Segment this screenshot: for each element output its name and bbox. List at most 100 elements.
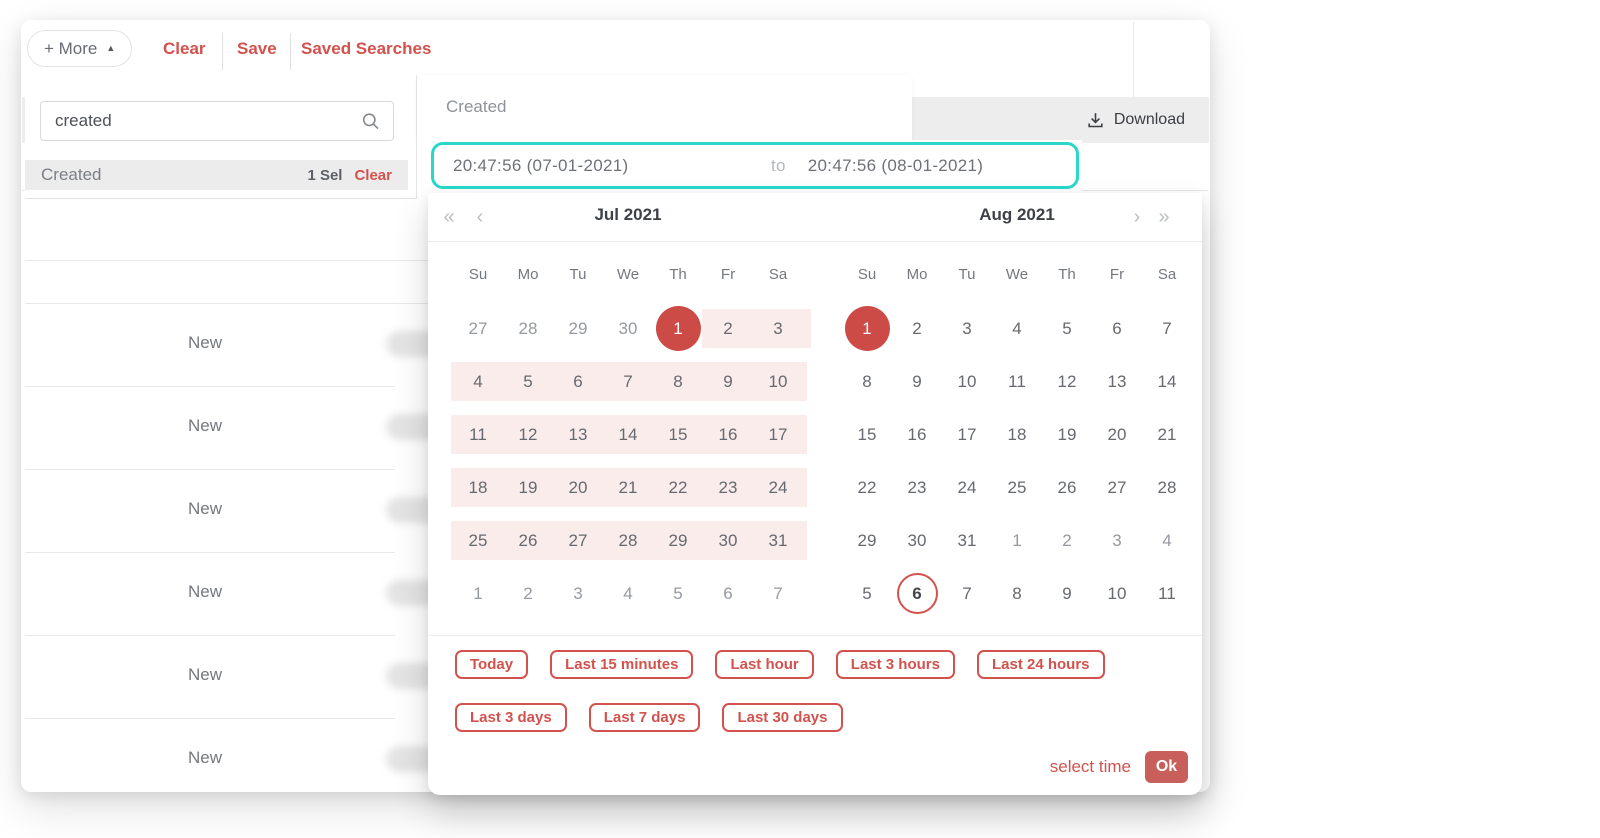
quick-range-today[interactable]: Today	[455, 650, 529, 679]
calendar-day[interactable]: 27	[1107, 477, 1127, 497]
prev-year-button[interactable]: «	[443, 206, 455, 228]
calendar-day[interactable]: 11	[1008, 371, 1026, 391]
range-end-input[interactable]: 20:47:56 (08-01-2021)	[807, 155, 984, 175]
calendar-day[interactable]: 3	[773, 318, 783, 338]
calendar-day[interactable]: 7	[623, 371, 633, 391]
calendar-day[interactable]: 8	[1012, 583, 1022, 603]
calendar-day[interactable]: 5	[523, 371, 533, 391]
table-row[interactable]: New	[187, 665, 222, 684]
filter-clear-link[interactable]: Clear	[354, 166, 392, 184]
search-input[interactable]: created	[40, 101, 394, 141]
calendar-day[interactable]: 26	[518, 530, 538, 550]
calendar-day[interactable]: 19	[518, 477, 538, 497]
calendar-day[interactable]: 2	[912, 318, 922, 338]
calendar-day[interactable]: 1	[1012, 530, 1022, 550]
date-range-input[interactable]: 20:47:56 (07-01-2021) to 20:47:56 (08-01…	[431, 142, 1079, 189]
quick-range-last-24-hours[interactable]: Last 24 hours	[976, 650, 1105, 679]
calendar-day[interactable]: 4	[623, 583, 633, 603]
calendar-day[interactable]: 6	[892, 567, 942, 620]
calendar-day[interactable]: 30	[907, 530, 927, 550]
quick-range-last-3-hours[interactable]: Last 3 hours	[835, 650, 955, 679]
calendar-day[interactable]: 3	[573, 583, 583, 603]
calendar-day[interactable]: 1	[473, 583, 483, 603]
calendar-day[interactable]: 2	[523, 583, 533, 603]
saved-searches-link[interactable]: Saved Searches	[301, 39, 432, 58]
calendar-day[interactable]: 7	[962, 583, 972, 603]
save-link[interactable]: Save	[237, 39, 277, 58]
calendar-day[interactable]: 17	[957, 424, 977, 444]
calendar-day[interactable]: 28	[1157, 477, 1177, 497]
calendar-day[interactable]: 28	[618, 530, 638, 550]
prev-month-button[interactable]: ‹	[476, 206, 484, 228]
calendar-day[interactable]: 23	[718, 477, 738, 497]
calendar-day[interactable]: 6	[573, 371, 583, 391]
calendar-day[interactable]: 12	[518, 424, 538, 444]
calendar-day[interactable]: 8	[862, 371, 872, 391]
calendar-day[interactable]: 18	[468, 477, 488, 497]
calendar-day[interactable]: 2	[1062, 530, 1072, 550]
calendar-day[interactable]: 6	[1112, 318, 1122, 338]
table-row[interactable]: New	[187, 582, 222, 601]
calendar-day[interactable]: 6	[723, 583, 733, 603]
next-year-button[interactable]: »	[1158, 206, 1170, 228]
calendar-day[interactable]: 10	[768, 371, 788, 391]
calendar-day[interactable]: 18	[1007, 424, 1027, 444]
calendar-day[interactable]: 17	[768, 424, 788, 444]
calendar-day[interactable]: 3	[1112, 530, 1122, 550]
quick-range-last-hour[interactable]: Last hour	[715, 650, 814, 679]
calendar-day[interactable]: 13	[568, 424, 588, 444]
calendar-day[interactable]: 11	[469, 424, 487, 444]
calendar-day[interactable]: 4	[1012, 318, 1022, 338]
table-row[interactable]: New	[187, 499, 222, 518]
table-row[interactable]: New	[187, 333, 222, 352]
calendar-day[interactable]: 4	[1162, 530, 1172, 550]
clear-link[interactable]: Clear	[163, 39, 206, 58]
calendar-day[interactable]: 14	[1157, 371, 1177, 391]
quick-range-last-7-days[interactable]: Last 7 days	[588, 703, 701, 732]
calendar-day[interactable]: 7	[1162, 318, 1172, 338]
filter-item-created[interactable]: Created 1 Sel Clear	[25, 160, 408, 190]
calendar-day[interactable]: 15	[668, 424, 688, 444]
calendar-day[interactable]: 23	[907, 477, 927, 497]
calendar-day[interactable]: 3	[962, 318, 972, 338]
calendar-day[interactable]: 31	[957, 530, 977, 550]
calendar-day[interactable]: 2	[723, 318, 733, 338]
calendar-day[interactable]: 20	[1107, 424, 1127, 444]
calendar-day[interactable]: 31	[768, 530, 788, 550]
calendar-day[interactable]: 28	[518, 318, 538, 338]
calendar-day[interactable]: 30	[718, 530, 738, 550]
calendar-day[interactable]: 8	[673, 371, 683, 391]
calendar-day[interactable]: 7	[773, 583, 783, 603]
calendar-day[interactable]: 24	[957, 477, 977, 497]
calendar-day[interactable]: 4	[473, 371, 483, 391]
calendar-day[interactable]: 29	[668, 530, 688, 550]
calendar-day[interactable]: 22	[857, 477, 877, 497]
calendar-day[interactable]: 26	[1057, 477, 1077, 497]
more-filters-button[interactable]: + More ▲	[27, 30, 133, 67]
range-start-input[interactable]: 20:47:56 (07-01-2021)	[453, 155, 629, 175]
calendar-day[interactable]: 13	[1107, 371, 1127, 391]
quick-range-last-3-days[interactable]: Last 3 days	[455, 703, 567, 732]
quick-range-last-30-days[interactable]: Last 30 days	[722, 703, 843, 732]
ok-button[interactable]: Ok	[1145, 751, 1188, 783]
select-time-link[interactable]: select time	[1049, 757, 1131, 776]
calendar-day[interactable]: 29	[568, 318, 588, 338]
calendar-day[interactable]: 15	[857, 424, 877, 444]
calendar-day[interactable]: 5	[673, 583, 683, 603]
calendar-day[interactable]: 9	[723, 371, 733, 391]
calendar-day[interactable]: 10	[957, 371, 977, 391]
table-row[interactable]: New	[187, 748, 222, 767]
calendar-day[interactable]: 30	[618, 318, 638, 338]
calendar-day[interactable]: 25	[468, 530, 488, 550]
calendar-day[interactable]: 10	[1107, 583, 1127, 603]
calendar-day[interactable]: 20	[568, 477, 588, 497]
calendar-day[interactable]: 27	[468, 318, 488, 338]
calendar-day[interactable]: 24	[768, 477, 788, 497]
calendar-day[interactable]: 9	[912, 371, 922, 391]
calendar-day[interactable]: 1	[653, 302, 703, 355]
calendar-day[interactable]: 5	[1062, 318, 1072, 338]
calendar-day[interactable]: 14	[618, 424, 638, 444]
download-button[interactable]: Download	[1113, 111, 1185, 128]
calendar-day[interactable]: 11	[1158, 583, 1176, 603]
calendar-day[interactable]: 1	[842, 302, 892, 355]
